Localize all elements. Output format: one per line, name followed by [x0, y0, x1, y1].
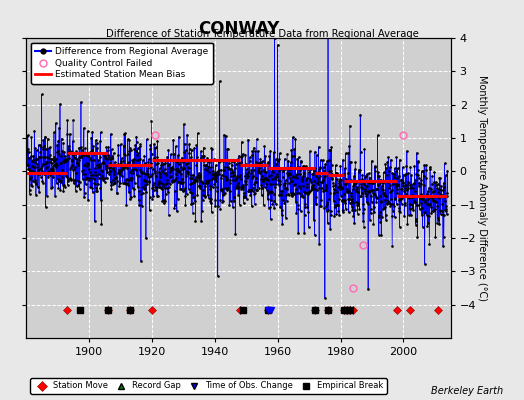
Text: Berkeley Earth: Berkeley Earth [431, 386, 503, 396]
Y-axis label: Monthly Temperature Anomaly Difference (°C): Monthly Temperature Anomaly Difference (… [477, 75, 487, 301]
Text: Difference of Station Temperature Data from Regional Average: Difference of Station Temperature Data f… [105, 29, 419, 39]
Legend: Difference from Regional Average, Quality Control Failed, Estimated Station Mean: Difference from Regional Average, Qualit… [31, 42, 213, 84]
Legend: Station Move, Record Gap, Time of Obs. Change, Empirical Break: Station Move, Record Gap, Time of Obs. C… [30, 378, 387, 394]
Title: CONWAY: CONWAY [198, 20, 279, 38]
